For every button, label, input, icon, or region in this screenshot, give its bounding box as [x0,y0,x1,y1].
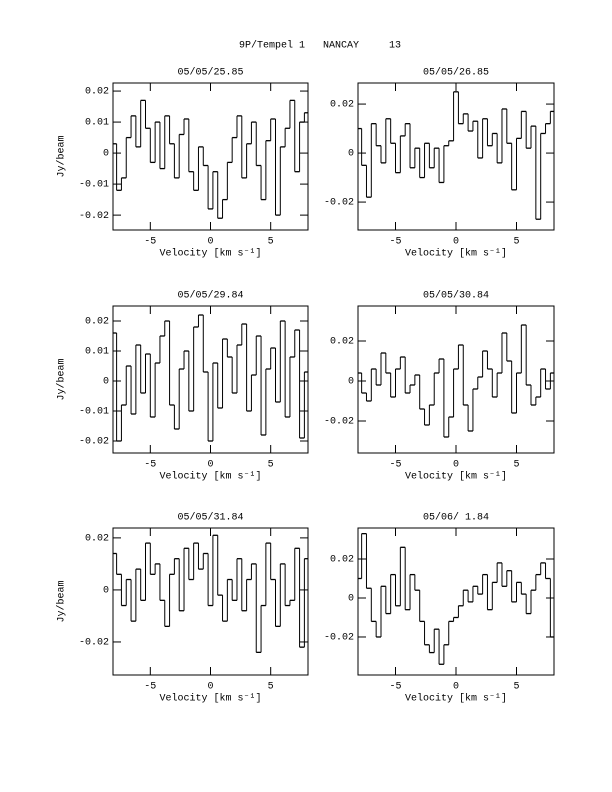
x-tick-label: 5 [268,460,274,471]
x-axis-label: Velocity [km s⁻¹] [405,693,507,705]
panel-title: 05/05/25.85 [177,67,243,79]
x-tick-label: -5 [144,682,156,693]
y-tick-label: 0 [348,594,354,605]
x-tick-label: 5 [268,682,274,693]
x-tick-label: 0 [207,682,213,693]
y-tick-label: -0.02 [324,198,354,209]
x-axis-label: Velocity [km s⁻¹] [159,471,261,483]
y-tick-label: 0 [103,149,109,160]
panel-title: 05/05/30.84 [423,290,489,302]
y-tick-label: 0.02 [85,317,109,328]
y-tick-label: -0.01 [79,407,109,418]
figure-title: 9P/Tempel 1 NANCAY 13 [239,40,401,52]
y-tick-label: -0.02 [79,211,109,222]
x-tick-label: 0 [453,237,459,248]
y-tick-label: 0.01 [85,347,109,358]
x-tick-label: 5 [513,237,519,248]
plot-area [358,91,554,220]
y-tick-label: -0.02 [324,633,354,644]
y-tick-label: -0.02 [324,417,354,428]
x-tick-label: 5 [513,460,519,471]
y-tick-label: 0 [103,586,109,597]
panel-title: 05/05/29.84 [177,290,243,302]
axes-frame [112,82,309,231]
x-axis-label: Velocity [km s⁻¹] [159,693,261,705]
x-tick-label: 0 [207,460,213,471]
y-tick-label: -0.01 [79,180,109,191]
axes-frame [357,305,555,454]
y-tick-label: 0 [348,377,354,388]
y-axis-label: Jy/beam [56,580,68,622]
x-tick-label: -5 [144,460,156,471]
x-tick-label: -5 [389,682,401,693]
panel-title: 05/06/ 1.84 [423,512,489,524]
y-tick-label: 0.01 [85,118,109,129]
y-tick-label: 0.02 [85,534,109,545]
axes-frame [112,305,309,454]
x-tick-label: -5 [389,460,401,471]
plot-area [113,534,308,654]
y-tick-label: 0.02 [330,100,354,111]
panel-title: 05/05/26.85 [423,67,489,79]
x-tick-label: -5 [389,237,401,248]
panel-title: 05/05/31.84 [177,512,243,524]
plot-area [113,99,308,219]
axes-frame [357,82,555,231]
x-tick-label: 5 [513,682,519,693]
x-axis-label: Velocity [km s⁻¹] [405,471,507,483]
axes-frame [357,527,555,676]
x-tick-label: 0 [207,237,213,248]
plot-area [358,324,554,438]
x-tick-label: 0 [453,460,459,471]
plot-area [113,314,308,442]
x-axis-label: Velocity [km s⁻¹] [159,248,261,260]
x-tick-label: 5 [268,237,274,248]
x-tick-label: 0 [453,682,459,693]
y-tick-label: 0.02 [330,555,354,566]
y-axis-label: Jy/beam [56,358,68,400]
y-axis-label: Jy/beam [56,135,68,177]
y-tick-label: 0 [103,377,109,388]
y-tick-label: 0.02 [330,337,354,348]
y-tick-label: 0 [348,149,354,160]
y-tick-label: -0.02 [79,638,109,649]
x-tick-label: -5 [144,237,156,248]
axes-frame [112,527,309,676]
y-tick-label: -0.02 [79,437,109,448]
y-tick-label: 0.02 [85,87,109,98]
x-axis-label: Velocity [km s⁻¹] [405,248,507,260]
plot-area [358,533,554,665]
